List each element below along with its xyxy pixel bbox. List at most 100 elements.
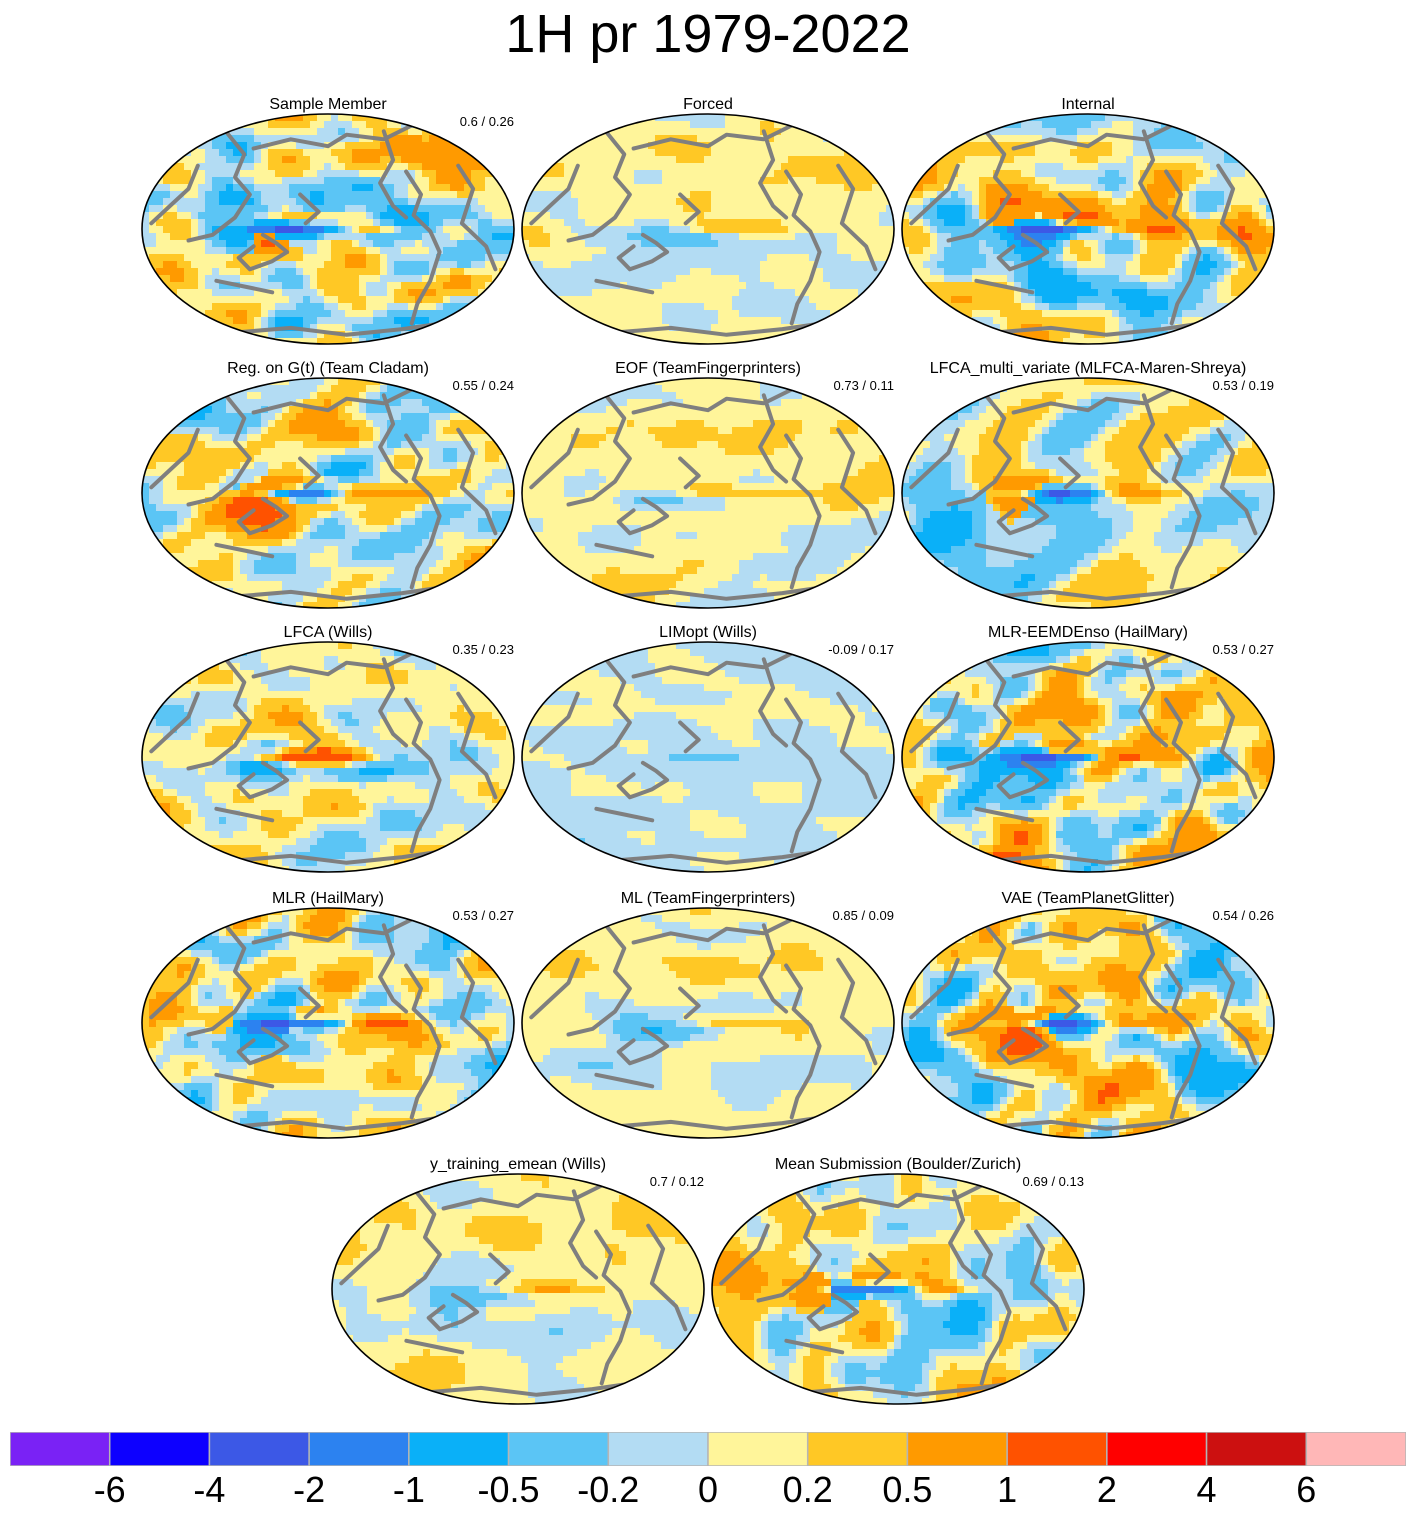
panel-title: ML (TeamFingerprinters) xyxy=(520,890,896,908)
colorbar-tick-label: 0.2 xyxy=(783,1470,833,1510)
map-panel-lfca-wills: LFCA (Wills) 0.35 / 0.23 xyxy=(140,624,520,873)
panel-score: 0.53 / 0.27 xyxy=(1213,642,1274,657)
map-border xyxy=(901,113,1275,345)
map-border xyxy=(141,907,515,1139)
colorbar-tick-label: 1 xyxy=(997,1470,1017,1510)
colorbar-swatch xyxy=(1205,1432,1308,1466)
panel-title: Mean Submission (Boulder/Zurich) xyxy=(710,1156,1086,1174)
map-panel-vae: VAE (TeamPlanetGlitter) 0.54 / 0.26 xyxy=(900,890,1280,1139)
precip-field xyxy=(522,114,894,344)
map-panel-forced: Forced xyxy=(520,96,900,345)
map-lfca-wills xyxy=(141,641,515,873)
map-ml xyxy=(521,907,895,1139)
map-border xyxy=(711,1173,1085,1405)
colorbar-swatch xyxy=(108,1432,211,1466)
map-mlr-eemd xyxy=(901,641,1275,873)
colorbar-swatch xyxy=(308,1432,410,1466)
map-panel-mlr: MLR (HailMary) 0.53 / 0.27 xyxy=(140,890,520,1139)
colorbar-labels: -6 -4 -2 -1 -0.5 -0.2 0 0.2 0.5 1 2 4 6 xyxy=(0,1470,1416,1515)
map-panel-limopt: LIMopt (Wills) -0.09 / 0.17 xyxy=(520,624,900,873)
map-reg-on-gt xyxy=(141,377,515,609)
precip-field xyxy=(902,642,1274,872)
precip-field xyxy=(902,114,1274,344)
map-forced xyxy=(521,113,895,345)
colorbar-tick-label: -0.5 xyxy=(478,1470,540,1510)
colorbar-tick-label: 4 xyxy=(1197,1470,1217,1510)
panel-score: 0.53 / 0.27 xyxy=(453,908,514,923)
map-border xyxy=(141,377,515,609)
map-border xyxy=(521,907,895,1139)
colorbar-tick-label: -6 xyxy=(94,1470,126,1510)
panel-score: 0.6 / 0.26 xyxy=(460,114,514,129)
colorbar-swatch xyxy=(10,1432,111,1466)
panel-title: Reg. on G(t) (Team Cladam) xyxy=(140,360,516,378)
colorbar-swatch xyxy=(1305,1432,1406,1466)
panel-title: LIMopt (Wills) xyxy=(520,624,896,642)
colorbar xyxy=(10,1432,1406,1466)
map-internal xyxy=(901,113,1275,345)
colorbar-tick-label: -1 xyxy=(393,1470,425,1510)
colorbar-tick-label: 2 xyxy=(1097,1470,1117,1510)
colorbar-swatch xyxy=(507,1432,610,1466)
colorbar-tick-label: 6 xyxy=(1296,1470,1316,1510)
colorbar-swatch xyxy=(408,1432,510,1466)
figure-title: 1H pr 1979-2022 xyxy=(0,4,1416,64)
colorbar-swatch xyxy=(208,1432,310,1466)
map-panel-mean-submission: Mean Submission (Boulder/Zurich) 0.69 / 0… xyxy=(710,1156,1090,1405)
colorbar-tick-label: -0.2 xyxy=(577,1470,639,1510)
map-border xyxy=(521,641,895,873)
map-panel-reg-on-gt: Reg. on G(t) (Team Cladam) 0.55 / 0.24 xyxy=(140,360,520,609)
map-border xyxy=(331,1173,705,1405)
map-border xyxy=(901,907,1275,1139)
panel-score: 0.54 / 0.26 xyxy=(1213,908,1274,923)
map-vae xyxy=(901,907,1275,1139)
panel-score: 0.7 / 0.12 xyxy=(650,1174,704,1189)
precip-field xyxy=(712,1174,1084,1404)
map-panel-y-training: y_training_emean (Wills) 0.7 / 0.12 xyxy=(330,1156,710,1405)
map-mean-submission xyxy=(711,1173,1085,1405)
map-panel-mlr-eemd: MLR-EEMDEnso (HailMary) 0.53 / 0.27 xyxy=(900,624,1280,873)
colorbar-swatch xyxy=(906,1432,1008,1466)
colorbar-swatch xyxy=(1106,1432,1208,1466)
panel-title: Sample Member xyxy=(140,96,516,114)
map-border xyxy=(141,113,515,345)
map-border xyxy=(901,377,1275,609)
panel-score: 0.85 / 0.09 xyxy=(833,908,894,923)
panel-score: 0.73 / 0.11 xyxy=(834,378,894,393)
map-lfca-multi xyxy=(901,377,1275,609)
precip-field xyxy=(142,114,514,344)
panel-title: LFCA_multi_variate (MLFCA-Maren-Shreya) xyxy=(900,360,1276,378)
map-border xyxy=(901,641,1275,873)
panel-title: Internal xyxy=(900,96,1276,114)
panel-score: 0.35 / 0.23 xyxy=(453,642,514,657)
colorbar-swatch xyxy=(607,1432,709,1466)
map-border xyxy=(141,641,515,873)
panel-title: LFCA (Wills) xyxy=(140,624,516,642)
panel-score: 0.69 / 0.13 xyxy=(1023,1174,1084,1189)
panel-title: VAE (TeamPlanetGlitter) xyxy=(900,890,1276,908)
precip-field xyxy=(332,1174,704,1404)
panel-score: 0.55 / 0.24 xyxy=(453,378,514,393)
panel-title: MLR (HailMary) xyxy=(140,890,516,908)
colorbar-swatch xyxy=(806,1432,909,1466)
panel-score: 0.53 / 0.19 xyxy=(1213,378,1274,393)
map-mlr xyxy=(141,907,515,1139)
map-panel-ml: ML (TeamFingerprinters) 0.85 / 0.09 xyxy=(520,890,900,1139)
colorbar-tick-label: -4 xyxy=(193,1470,225,1510)
map-panel-eof: EOF (TeamFingerprinters) 0.73 / 0.11 xyxy=(520,360,900,609)
map-y-training xyxy=(331,1173,705,1405)
map-panel-lfca-multi: LFCA_multi_variate (MLFCA-Maren-Shreya) 0… xyxy=(900,360,1280,609)
map-panel-sample-member: Sample Member 0.6 / 0.26 xyxy=(140,96,520,345)
panel-score: -0.09 / 0.17 xyxy=(828,642,894,657)
map-limopt xyxy=(521,641,895,873)
colorbar-tick-label: -2 xyxy=(293,1470,325,1510)
colorbar-tick-label: 0.5 xyxy=(882,1470,932,1510)
colorbar-tick-label: 0 xyxy=(698,1470,718,1510)
panel-title: y_training_emean (Wills) xyxy=(330,1156,706,1174)
panel-title: Forced xyxy=(520,96,896,114)
map-sample-member xyxy=(141,113,515,345)
colorbar-swatch xyxy=(1006,1432,1108,1466)
map-border xyxy=(521,377,895,609)
map-border xyxy=(521,113,895,345)
panel-title: MLR-EEMDEnso (HailMary) xyxy=(900,624,1276,642)
